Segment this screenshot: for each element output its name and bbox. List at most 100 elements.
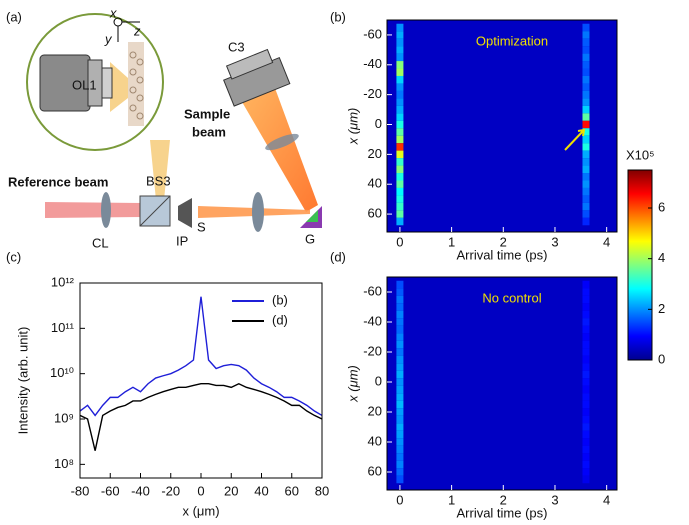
heatmap-cell (396, 105, 404, 114)
heatmap-cell (582, 158, 590, 166)
heatmap-cell (582, 318, 590, 326)
heatmap-cell (396, 113, 404, 121)
reference-beam (45, 202, 145, 218)
colorbar-tick-label: 0 (658, 351, 665, 366)
heatmap-cell (582, 415, 590, 424)
heatmap-cell (396, 460, 404, 469)
heatmap-cell (582, 288, 590, 296)
sample-beam (150, 140, 170, 200)
sample-beam-label: Sample (184, 106, 230, 121)
heatmap-cell (582, 31, 590, 39)
y-tick-label: 20 (368, 403, 382, 418)
heatmap-cell (582, 46, 590, 54)
heatmap-cell (582, 280, 590, 289)
panel-labels: (a) (b) (c) (d) (6, 9, 346, 264)
heatmap-cell (582, 217, 590, 226)
heatmap-cell (582, 408, 590, 416)
heatmap-cell (582, 370, 590, 379)
heatmap-cell (582, 98, 590, 106)
heatmap-cell (396, 400, 404, 409)
lens (252, 192, 264, 232)
heatmap-cell (396, 385, 404, 394)
heatmap-cell (396, 415, 404, 424)
heatmap-cell (396, 445, 404, 454)
heatmap-cell (582, 460, 590, 469)
y-axis-label: x (μm) (345, 108, 360, 146)
heatmap-background (387, 277, 617, 490)
heatmap-cell (396, 468, 404, 476)
lens-cl (101, 192, 111, 228)
x-tick-label: 0 (197, 483, 204, 498)
axis-label: x (109, 5, 117, 20)
heatmap-cell (582, 90, 590, 99)
heatmap-cell (396, 340, 404, 349)
grating-color (306, 210, 318, 222)
heatmap-cell (396, 363, 404, 371)
heatmap-cell (582, 195, 590, 203)
heatmap-cell (396, 98, 404, 106)
heatmap-cell (396, 355, 404, 364)
x-tick-label: 3 (551, 492, 558, 507)
heatmap-cell (582, 128, 590, 136)
x-tick-label: 1 (448, 492, 455, 507)
x-tick-label: 0 (396, 234, 403, 249)
heatmap-cell (582, 53, 590, 62)
heatmap-background (387, 20, 617, 232)
legend-label: (b) (272, 292, 288, 307)
heatmap-cell (396, 348, 404, 356)
heatmap-cell (396, 217, 404, 226)
y-axis-label: Intensity (arb. unit) (15, 327, 30, 435)
heatmap-cell (582, 325, 590, 334)
x-tick-label: 20 (224, 483, 238, 498)
y-tick-label: -20 (363, 86, 382, 101)
heatmap-cell (582, 83, 590, 91)
heatmap-cell (582, 113, 590, 121)
heatmap-cell (396, 325, 404, 334)
x-tick-label: -20 (161, 483, 180, 498)
x-tick-label: 0 (396, 492, 403, 507)
y-tick-label: 60 (368, 463, 382, 478)
heatmap-cell (582, 310, 590, 319)
camera (223, 48, 291, 107)
heatmap-cell (396, 288, 404, 296)
focused-beam (110, 62, 128, 112)
heatmap-cell (396, 475, 404, 484)
y-tick-label: 60 (368, 206, 382, 221)
heatmap-cell (396, 318, 404, 326)
y-tick-label: -60 (363, 283, 382, 298)
heatmap-cell (396, 195, 404, 203)
heatmap-cell (396, 23, 404, 32)
sample-particles (129, 51, 144, 120)
y-tick-label: 0 (375, 373, 382, 388)
heatmap-cell (396, 423, 404, 431)
y-tick-label: 10¹⁰ (50, 365, 74, 380)
x-tick-label: 3 (551, 234, 558, 249)
heatmap-cell (582, 202, 590, 211)
heatmap-cell (396, 370, 404, 379)
plot-frame (386, 276, 618, 491)
heatmap-cell (396, 31, 404, 39)
heatmap-cell (396, 187, 404, 196)
heatmap-cell (582, 445, 590, 454)
y-tick-label: -60 (363, 26, 382, 41)
heatmap-cell (396, 38, 404, 47)
beam-splitter-diagonal (139, 195, 171, 227)
heatmap-cell (396, 53, 404, 62)
heatmap-cell (582, 430, 590, 439)
y-tick-label: -20 (363, 343, 382, 358)
heatmap-cell (396, 202, 404, 211)
iris-label: IP (176, 233, 188, 248)
heatmap-cell (582, 75, 590, 84)
heatmap-cell (396, 303, 404, 311)
heatmap-cell (396, 453, 404, 461)
y-tick-label: 40 (368, 176, 382, 191)
heatmap-cell (582, 143, 590, 151)
axis-label: y (104, 31, 113, 46)
heatmap-cell (396, 135, 404, 144)
panel-label: (a) (6, 9, 22, 24)
y-tick-label: 10¹¹ (51, 320, 75, 335)
heatmap-cell (396, 143, 404, 151)
heatmap-cell (582, 333, 590, 341)
x-tick-label: 80 (315, 483, 329, 498)
